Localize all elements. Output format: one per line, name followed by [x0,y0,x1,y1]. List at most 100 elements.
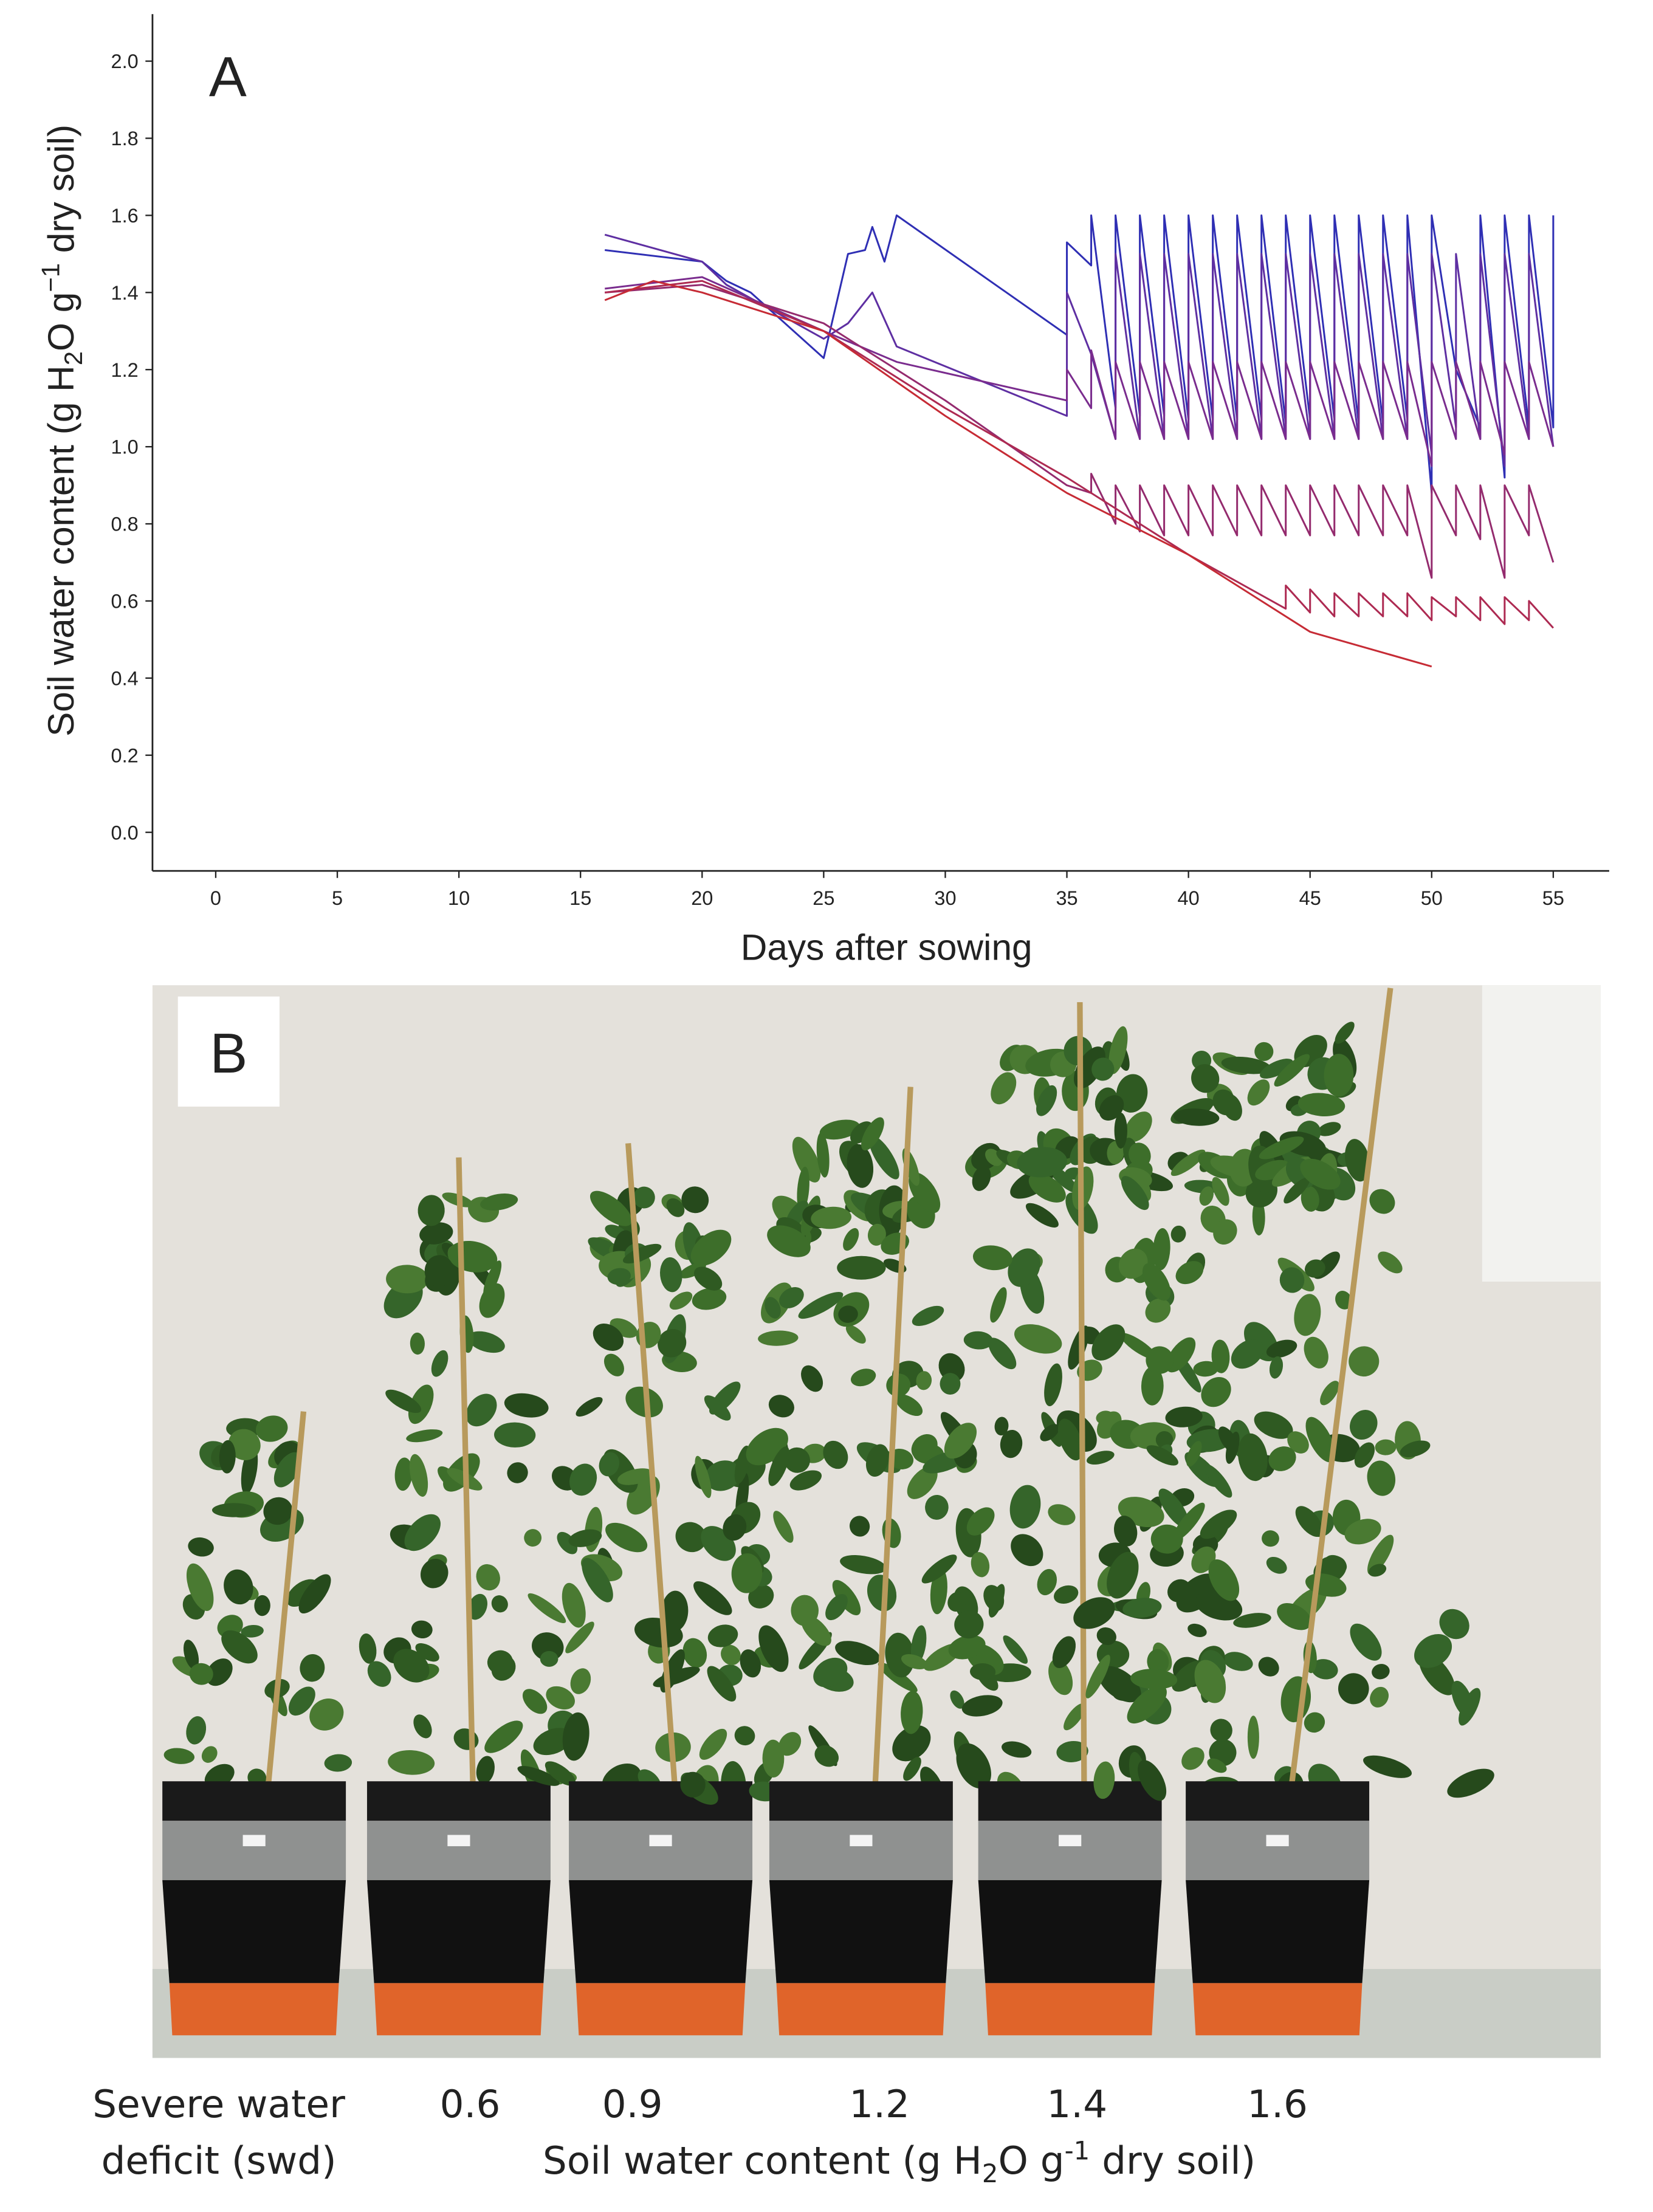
leaf [910,1625,927,1664]
leaf [1002,1741,1032,1758]
leaf [1014,1324,1062,1354]
leaf [768,1446,790,1486]
leaf [1153,1228,1170,1271]
leaf [1150,1524,1183,1554]
leaf [944,1423,977,1459]
stake [625,1143,678,1786]
leaf [1378,1251,1403,1274]
leaf [476,1756,495,1784]
leaf [779,1287,804,1308]
leaf [288,1686,315,1716]
leaf [186,1716,207,1745]
leaf [1279,1267,1305,1293]
leaf [1247,1716,1259,1759]
leaf [1091,1324,1125,1361]
leaf [666,1198,685,1217]
leaf [1247,1079,1270,1106]
leaf [734,1726,755,1746]
leaf [1147,1649,1169,1675]
leaf [695,1455,712,1499]
leaf [907,1466,938,1499]
leaf [219,1440,236,1474]
leaf [991,1072,1017,1105]
data-line [605,214,1555,494]
captions: Severe water deficit (swd) 0.6 0.9 1.2 1… [92,2082,1308,2188]
level-label: 1.2 [849,2082,910,2126]
leaf [298,1574,331,1614]
leaf [765,1297,781,1319]
leaf [1320,1381,1339,1406]
leaf [792,1136,821,1183]
leaf [819,1119,861,1140]
pot-band [978,1821,1162,1880]
leaf [408,1384,434,1424]
leaf [617,1468,653,1485]
leaf [522,1689,548,1714]
leaf [911,1434,938,1460]
panel-label: A [209,45,247,108]
leaf [1146,1445,1178,1466]
leaf [1258,1657,1279,1677]
leaf [692,1288,727,1310]
pot-tag [1266,1835,1289,1847]
stake [456,1157,476,1786]
leaf [1155,1431,1174,1449]
leaf [1085,1655,1110,1698]
leaf [1318,1122,1341,1136]
leaf [622,1243,662,1264]
leaf [413,1714,432,1739]
leaf [1193,1361,1218,1377]
leaf [1335,1022,1355,1044]
leaf [892,1725,931,1762]
leaf [954,1610,984,1639]
leaf [773,1511,794,1543]
leaf [660,1257,682,1293]
x-tick-label: 50 [1421,887,1443,909]
pot-base [776,1983,946,2036]
data-line [605,276,1555,467]
leaf [1266,1556,1287,1574]
data-line [604,233,1555,467]
data-line [604,280,1432,668]
leaf [1037,1568,1057,1596]
leaf [878,1662,918,1692]
leaf [1218,1426,1239,1454]
leaf [1349,1346,1380,1377]
leaf [895,1394,923,1417]
wall-panel [1482,985,1601,1282]
leaf [925,1494,949,1520]
leaf [1048,1659,1073,1695]
leaf [1269,1356,1284,1379]
leaf [843,1228,859,1251]
leaf [546,1686,575,1710]
leaf [324,1754,352,1772]
leaf [762,1739,785,1777]
caption-subscript: 2 [982,2159,998,2188]
leaf [748,1584,774,1609]
leaf [565,1621,594,1654]
leaf [467,1593,487,1620]
leaf [605,1522,648,1553]
leaf [784,1447,811,1473]
leaf [1295,1506,1323,1537]
leaf [865,1444,889,1477]
leaf [589,1190,632,1226]
leaf [420,1559,448,1589]
leaf [1208,1559,1240,1601]
leaf [675,1522,707,1553]
leaf [524,1529,542,1547]
leaf [211,1503,256,1517]
leaf [1212,1176,1229,1206]
leaf [603,1353,624,1376]
pot-tag [242,1835,266,1847]
leaf [990,1287,1007,1323]
leaf [847,1144,874,1188]
y-tick-label: 1.0 [111,436,139,458]
leaf [840,1555,887,1575]
y-tick-label: 0.6 [111,591,139,613]
leaf [1040,1424,1060,1441]
leaf [1114,1516,1138,1547]
leaf [367,1661,391,1687]
leaf [480,1194,518,1211]
leaf [969,1663,996,1680]
